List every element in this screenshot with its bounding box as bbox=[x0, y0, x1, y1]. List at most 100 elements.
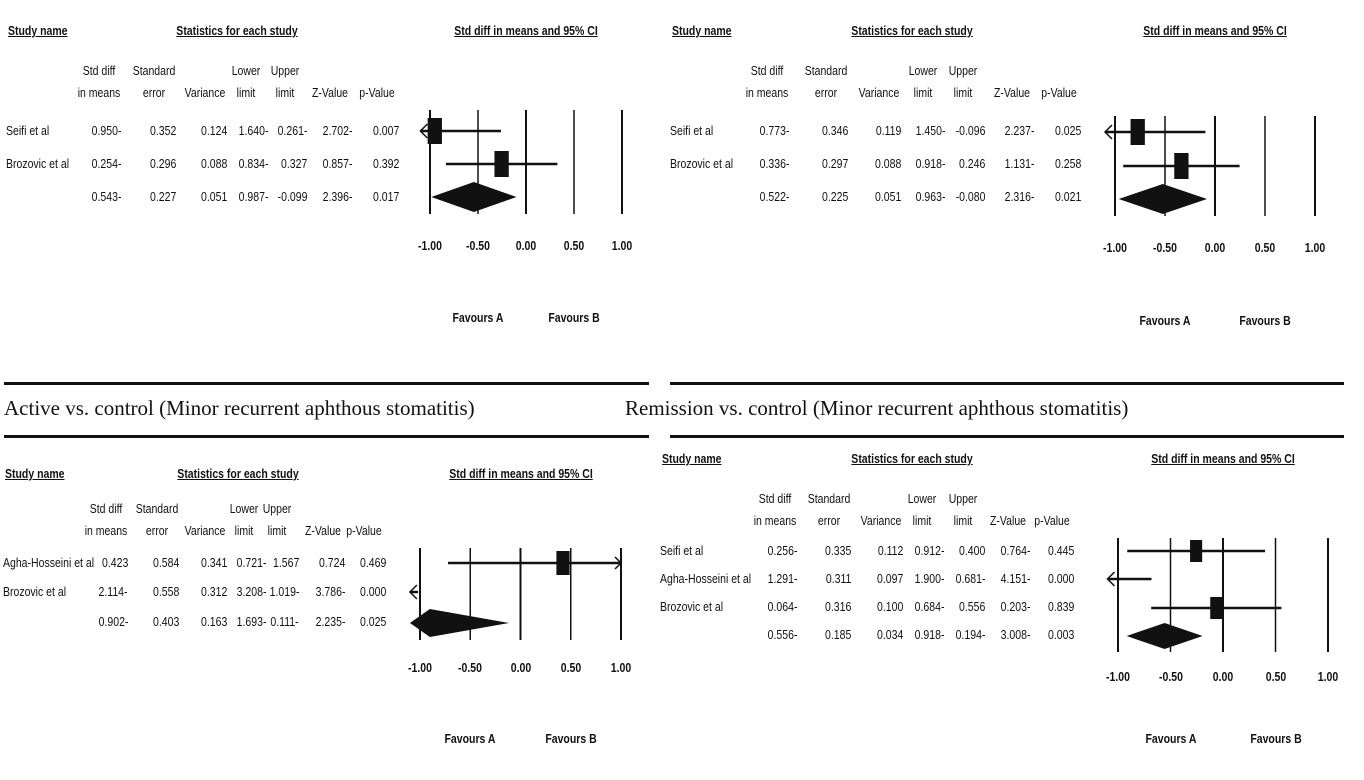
panel-bottom-right-study-label-1: Agha-Hosseini et al bbox=[660, 572, 752, 586]
panel-bottom-left-col-header-2-line2: Variance bbox=[184, 524, 226, 538]
panel-bottom-right-tick-label-2: 0.00 bbox=[1212, 670, 1234, 684]
panel-bottom-right-cell-r1-c2: 0.097 bbox=[876, 572, 903, 586]
panel-top-left-col-header-1-line2: error bbox=[142, 86, 166, 100]
panel-top-right-cell-r2-c6: 0.021 bbox=[1054, 190, 1081, 204]
panel-top-right-tick-label-2: 0.00 bbox=[1204, 241, 1226, 255]
panel-top-left-cell-r0-c6: 0.007 bbox=[372, 124, 399, 138]
panel-top-right-cell-r1-c2: 0.088 bbox=[874, 157, 901, 171]
panel-top-right-cell-r0-c6: 0.025 bbox=[1054, 124, 1081, 138]
panel-bottom-left-col-header-5-line2: Z-Value bbox=[305, 524, 341, 538]
panel-top-right-plot-title: Std diff in means and 95% CI bbox=[1143, 24, 1287, 38]
panel-top-left-cell-r1-c3: 0.834- bbox=[238, 157, 268, 171]
panel-bottom-left-tick-label-2: 0.00 bbox=[510, 661, 531, 675]
separator-rule-bottom-right bbox=[670, 435, 1344, 438]
panel-top-right-cell-r1-c3: 0.918- bbox=[915, 157, 945, 171]
panel-bottom-right-cell-r0-c4: 0.400 bbox=[958, 544, 985, 558]
panel-bottom-right-tick-label-0: -1.00 bbox=[1106, 670, 1130, 684]
panel-bottom-left-point-estimate-0 bbox=[556, 551, 570, 575]
panel-top-left-cell-r2-c1: 0.227 bbox=[149, 190, 176, 204]
panel-top-right-stats-header: Statistics for each study bbox=[851, 24, 973, 38]
panel-bottom-right-col-header-3-line1: Lower bbox=[907, 492, 937, 506]
panel-bottom-left-col-header-4-line2: limit bbox=[267, 524, 287, 538]
panel-top-left-cell-r1-c6: 0.392 bbox=[372, 157, 399, 171]
panel-bottom-left-cell-r0-c3: 0.721- bbox=[236, 556, 266, 570]
panel-top-left-col-header-6-line2: p-Value bbox=[359, 86, 395, 100]
panel-top-left-cell-r0-c0: 0.950- bbox=[91, 124, 121, 138]
panel-top-right-cell-r2-c2: 0.051 bbox=[874, 190, 901, 204]
panel-bottom-right-cell-r2-c5: 0.203- bbox=[1000, 600, 1030, 614]
panel-top-right-col-header-0-line2: in means bbox=[745, 86, 789, 100]
panel-bottom-right-cell-r3-c0: 0.556- bbox=[767, 628, 797, 642]
panel-bottom-left-favours-b-label: Favours B bbox=[545, 732, 597, 746]
panel-top-right-cell-r2-c5: 2.316- bbox=[1004, 190, 1034, 204]
panel-top-left-point-estimate-0 bbox=[427, 118, 442, 144]
panel-top-left-study-name-header: Study name bbox=[8, 24, 68, 38]
separator-rule-top-left bbox=[4, 382, 649, 385]
panel-top-right-col-header-1-line1: Standard bbox=[804, 64, 848, 78]
panel-bottom-right-cell-r3-c5: 3.008- bbox=[1000, 628, 1030, 642]
panel-bottom-left-tick-label-0: -1.00 bbox=[408, 661, 432, 675]
panel-bottom-left-cell-r0-c1: 0.584 bbox=[152, 556, 179, 570]
panel-top-left-cell-r2-c5: 2.396- bbox=[322, 190, 352, 204]
panel-bottom-right-cell-r2-c2: 0.100 bbox=[876, 600, 903, 614]
panel-top-right-tick-label-0: -1.00 bbox=[1103, 241, 1127, 255]
panel-top-left-cell-r1-c1: 0.296 bbox=[149, 157, 176, 171]
panel-top-left-favours-a-label: Favours A bbox=[452, 311, 504, 325]
panel-bottom-left-cell-r1-c4: 1.019- bbox=[269, 585, 299, 599]
panel-top-right-cell-r0-c5: 2.237- bbox=[1004, 124, 1034, 138]
panel-top-left-cell-r2-c6: 0.017 bbox=[372, 190, 399, 204]
panel-top-right-study-label-0: Seifi et al bbox=[670, 124, 714, 138]
panel-top-left-col-header-3-line1: Lower bbox=[231, 64, 261, 78]
panel-bottom-right-study-label-0: Seifi et al bbox=[660, 544, 704, 558]
panel-bottom-left-cell-r1-c1: 0.558 bbox=[152, 585, 179, 599]
panel-top-left-cell-r0-c3: 1.640- bbox=[238, 124, 268, 138]
panel-top-right-cell-r0-c1: 0.346 bbox=[821, 124, 848, 138]
panel-top-right-cell-r2-c1: 0.225 bbox=[821, 190, 848, 204]
panel-bottom-right-cell-r1-c6: 0.000 bbox=[1047, 572, 1074, 586]
panel-bottom-left-col-header-3-line1: Lower bbox=[229, 502, 259, 516]
panel-top-right-col-header-4-line1: Upper bbox=[948, 64, 978, 78]
panel-top-left-tick-label-0: -1.00 bbox=[418, 239, 442, 253]
panel-top-left-tick-label-1: -0.50 bbox=[466, 239, 490, 253]
panel-bottom-right-cell-r1-c0: 1.291- bbox=[767, 572, 797, 586]
panel-bottom-left-study-name-header: Study name bbox=[5, 467, 65, 481]
caption-left: Active vs. control (Minor recurrent apht… bbox=[4, 396, 475, 420]
panel-bottom-right-cell-r0-c0: 0.256- bbox=[767, 544, 797, 558]
panel-bottom-left-stats-header: Statistics for each study bbox=[177, 467, 299, 481]
panel-top-left-cell-r1-c0: 0.254- bbox=[91, 157, 121, 171]
panel-bottom-right-cell-r1-c1: 0.311 bbox=[825, 572, 851, 586]
panel-bottom-right-cell-r3-c1: 0.185 bbox=[824, 628, 851, 642]
panel-top-right-cell-r1-c4: 0.246 bbox=[958, 157, 985, 171]
panel-top-right-favours-b-label: Favours B bbox=[1239, 314, 1291, 328]
panel-bottom-left-col-header-1-line2: error bbox=[145, 524, 169, 538]
panel-bottom-right-col-header-0-line1: Std diff bbox=[758, 492, 792, 506]
panel-bottom-left-cell-r1-c5: 3.786- bbox=[315, 585, 345, 599]
panel-bottom-left-tick-label-1: -0.50 bbox=[458, 661, 483, 675]
panel-top-right-cell-r2-c4: -0.080 bbox=[955, 190, 985, 204]
panel-top-left-point-estimate-1 bbox=[494, 151, 509, 177]
panel-top-left-plot-title: Std diff in means and 95% CI bbox=[454, 24, 598, 38]
panel-bottom-right-cell-r3-c4: 0.194- bbox=[955, 628, 985, 642]
panel-top-right-col-header-0-line1: Std diff bbox=[750, 64, 784, 78]
panel-top-right-col-header-5-line2: Z-Value bbox=[994, 86, 1030, 100]
panel-top-left-col-header-5-line2: Z-Value bbox=[312, 86, 348, 100]
panel-top-right-study-name-header: Study name bbox=[672, 24, 732, 38]
panel-bottom-right-col-header-3-line2: limit bbox=[912, 514, 932, 528]
panel-bottom-right-tick-label-1: -0.50 bbox=[1158, 670, 1183, 684]
panel-bottom-left-ci-arrow-right-0 bbox=[614, 556, 623, 570]
panel-top-left-cell-r2-c3: 0.987- bbox=[238, 190, 268, 204]
panel-bottom-right-plot-title: Std diff in means and 95% CI bbox=[1151, 452, 1295, 466]
panel-bottom-right-col-header-2-line2: Variance bbox=[860, 514, 902, 528]
panel-top-right-cell-r0-c3: 1.450- bbox=[915, 124, 945, 138]
panel-bottom-left-col-header-0-line2: in means bbox=[84, 524, 128, 538]
panel-bottom-left-col-header-3-line2: limit bbox=[234, 524, 254, 538]
panel-bottom-right-cell-r3-c3: 0.918- bbox=[914, 628, 944, 642]
panel-top-left-cell-r2-c2: 0.051 bbox=[200, 190, 227, 204]
panel-bottom-right-col-header-4-line2: limit bbox=[953, 514, 973, 528]
panel-top-left-cell-r1-c5: 0.857- bbox=[322, 157, 352, 171]
panel-top-right-cell-r0-c2: 0.119 bbox=[875, 124, 901, 138]
panel-bottom-left-cell-r0-c6: 0.469 bbox=[359, 556, 386, 570]
panel-top-left-col-header-3-line2: limit bbox=[236, 86, 256, 100]
